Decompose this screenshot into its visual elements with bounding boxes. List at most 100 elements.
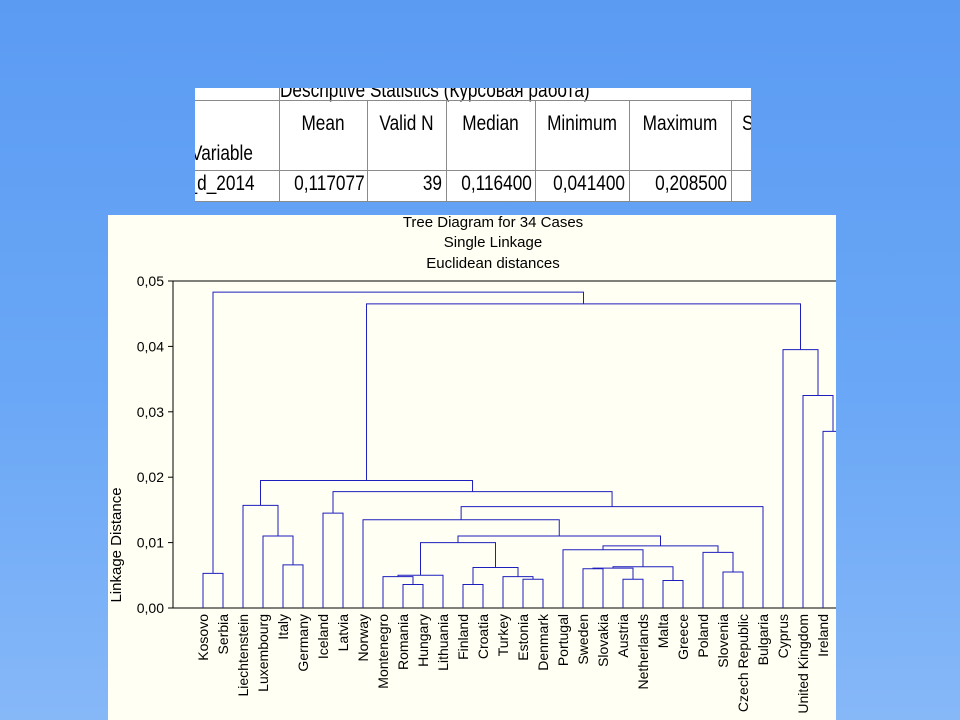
- table-divider: [535, 100, 536, 202]
- cell-valid-n: 39: [422, 172, 442, 195]
- leaf-label-portugal: Portugal: [555, 614, 571, 666]
- dendrogram-link-25: [460, 506, 764, 608]
- variable-header: Variable: [195, 142, 253, 165]
- dendrogram-link-15: [622, 578, 644, 608]
- leaf-label-ireland: Ireland: [815, 614, 831, 657]
- leaf-label-denmark: Denmark: [535, 613, 551, 671]
- cell-median: 0,116400: [461, 172, 532, 195]
- leaf-label-romania: Romania: [395, 614, 411, 670]
- dendrogram-link-18: [612, 566, 674, 581]
- dendrogram-link-26: [332, 491, 613, 514]
- dendrogram-link-3: [262, 535, 294, 608]
- dendrogram-link-21: [702, 551, 734, 608]
- dendrogram-link-12: [472, 566, 519, 585]
- leaf-label-czech-republic: Czech Republic: [735, 614, 751, 712]
- leaf-label-greece: Greece: [675, 614, 691, 660]
- leaf-label-hungary: Hungary: [415, 614, 431, 667]
- dendrogram-link-5: [322, 512, 344, 608]
- dendrogram-link-7: [382, 576, 414, 608]
- cell-minimum: 0,041400: [553, 172, 625, 195]
- leaf-label-austria: Austria: [615, 614, 631, 658]
- table-divider: [731, 100, 732, 202]
- y-axis-label: Linkage Distance: [108, 487, 125, 602]
- dendrogram-link-11: [502, 576, 534, 608]
- y-tick-label: 0,03: [137, 404, 164, 420]
- table-divider: [195, 100, 751, 101]
- leaf-label-malta: Malta: [655, 614, 671, 648]
- y-tick-label: 0,02: [137, 469, 164, 485]
- leaf-label-lithuania: Lithuania: [435, 614, 451, 671]
- dendrogram-svg: Tree Diagram for 34 Cases Single Linkage…: [108, 215, 836, 714]
- row-variable-name: e_d_2014: [195, 172, 255, 195]
- dendrogram-link-30: [782, 349, 819, 608]
- axis-layer: 0,00 0,01 0,02 0,03 0,04 0,05: [137, 273, 836, 616]
- y-tick-label: 0,01: [137, 535, 164, 551]
- dendrogram-link-6: [402, 583, 424, 608]
- leaf-label-iceland: Iceland: [315, 614, 331, 659]
- dendrogram-link-9: [462, 583, 484, 608]
- chart-subtitle-distance: Euclidean distances: [426, 255, 559, 272]
- leaf-label-serbia: Serbia: [215, 614, 231, 655]
- leaf-label-montenegro: Montenegro: [375, 614, 391, 689]
- leaf-label-norway: Norway: [355, 614, 371, 661]
- cell-mean: 0,117077: [294, 172, 365, 195]
- leaf-label-kosovo: Kosovo: [195, 614, 211, 661]
- leaf-label-sweden: Sweden: [575, 614, 591, 665]
- dendrogram-link-14: [582, 568, 604, 608]
- dendrogram-link-4: [242, 504, 279, 608]
- y-tick-label: 0,05: [137, 273, 164, 289]
- leaf-label-croatia: Croatia: [475, 614, 491, 659]
- column-header-valid-n: Valid N: [379, 112, 434, 135]
- leaf-label-germany: Germany: [295, 614, 311, 672]
- chart-title: Tree Diagram for 34 Cases: [403, 215, 583, 231]
- dendrogram-link-29: [802, 394, 834, 608]
- descriptive-statistics-table: Descriptive Statistics (Курсовая работа)…: [195, 88, 751, 202]
- dendrogram-link-23: [457, 535, 661, 546]
- leaf-label-cyprus: Cyprus: [775, 614, 791, 658]
- leaf-label-finland: Finland: [455, 614, 471, 660]
- table-title: Descriptive Statistics (Курсовая работа): [280, 88, 590, 102]
- table-divider: [367, 100, 368, 202]
- table-divider: [279, 88, 280, 202]
- dendrogram-link-10: [522, 578, 544, 608]
- leaf-label-turkey: Turkey: [495, 614, 511, 656]
- column-header-median: Median: [462, 112, 519, 135]
- leaf-label-estonia: Estonia: [515, 614, 531, 661]
- dendrogram-link-28: [822, 430, 836, 608]
- leaf-label-slovenia: Slovenia: [715, 614, 731, 668]
- chart-subtitle-linkage: Single Linkage: [444, 234, 542, 251]
- dendrogram-link-27: [260, 479, 474, 506]
- tree-layer: [202, 291, 836, 608]
- cell-maximum: 0,208500: [655, 172, 727, 195]
- dendrogram-link-20: [722, 571, 744, 608]
- leaf-label-netherlands: Netherlands: [635, 614, 651, 690]
- table-divider: [629, 100, 630, 202]
- dendrogram-link-32: [212, 291, 585, 574]
- column-header-mean: Mean: [301, 112, 345, 135]
- dendrogram-link-13: [420, 542, 496, 576]
- dendrogram-link-17: [662, 580, 684, 608]
- dendrogram-link-31: [366, 303, 801, 481]
- table-divider: [195, 201, 751, 202]
- y-tick-label: 0,04: [137, 338, 164, 354]
- dendrogram-link-22: [602, 545, 719, 553]
- dendrogram-link-24: [362, 519, 560, 608]
- column-header-s: S: [742, 112, 751, 136]
- leaf-label-bulgaria: Bulgaria: [755, 614, 771, 666]
- y-tick-label: 0,00: [137, 600, 164, 616]
- leaf-label-latvia: Latvia: [335, 614, 351, 652]
- table-divider: [195, 170, 751, 171]
- table-divider: [446, 100, 447, 202]
- column-header-minimum: Minimum: [547, 112, 617, 135]
- leaf-label-spain: Spain: [835, 614, 836, 650]
- leaf-label-united-kingdom: United Kingdom: [795, 614, 811, 714]
- leaf-label-slovakia: Slovakia: [595, 614, 611, 667]
- leaf-label-italy: Italy: [275, 614, 291, 640]
- dendrogram-link-1: [202, 572, 224, 608]
- dendrogram-link-16: [592, 567, 634, 580]
- leaf-label-luxembourg: Luxembourg: [255, 614, 271, 692]
- dendrogram-link-8: [397, 574, 444, 608]
- leaf-label-poland: Poland: [695, 614, 711, 658]
- dendrogram-link-2: [282, 564, 304, 608]
- column-header-maximum: Maximum: [642, 112, 718, 135]
